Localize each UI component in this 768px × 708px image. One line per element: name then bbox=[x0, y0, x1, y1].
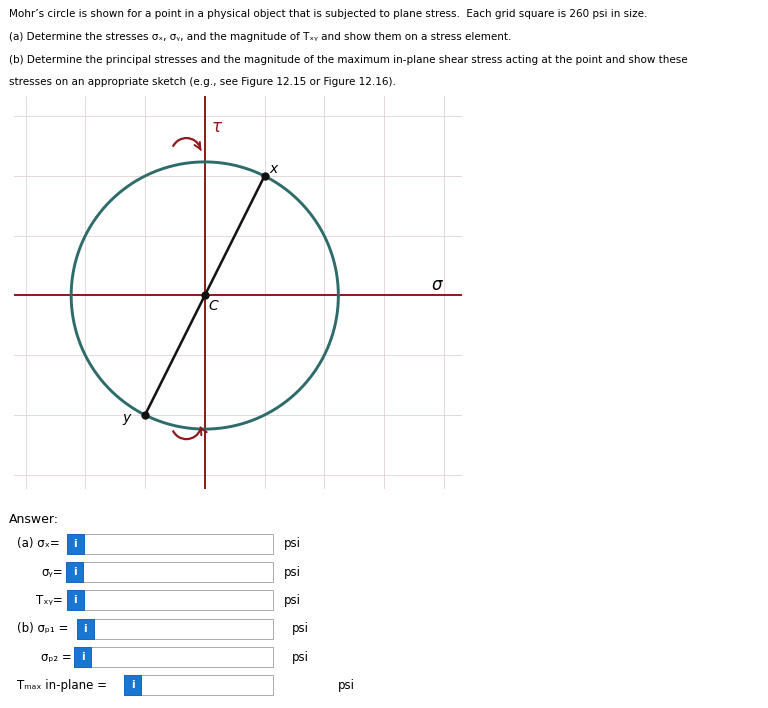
Text: psi: psi bbox=[338, 679, 355, 692]
Text: σ: σ bbox=[432, 276, 442, 295]
Text: y: y bbox=[122, 411, 131, 425]
Text: x: x bbox=[269, 161, 277, 176]
Text: (a) Determine the stresses σₓ, σᵧ, and the magnitude of Tₓᵧ and show them on a s: (a) Determine the stresses σₓ, σᵧ, and t… bbox=[9, 32, 511, 42]
Text: (b) σₚ₁ =: (b) σₚ₁ = bbox=[17, 622, 68, 635]
Text: psi: psi bbox=[284, 566, 301, 578]
Text: i: i bbox=[73, 567, 76, 577]
Text: (b) Determine the principal stresses and the magnitude of the maximum in-plane s: (b) Determine the principal stresses and… bbox=[9, 55, 688, 64]
Text: psi: psi bbox=[292, 622, 309, 635]
Text: C: C bbox=[209, 299, 219, 314]
Text: Tₓᵧ=: Tₓᵧ= bbox=[36, 594, 63, 607]
Text: (a) σₓ=: (a) σₓ= bbox=[17, 537, 60, 550]
Text: i: i bbox=[131, 680, 134, 690]
Text: Mohr’s circle is shown for a point in a physical object that is subjected to pla: Mohr’s circle is shown for a point in a … bbox=[9, 9, 647, 19]
Text: σᵧ=: σᵧ= bbox=[41, 566, 63, 578]
Text: τ: τ bbox=[211, 118, 221, 135]
Text: psi: psi bbox=[284, 537, 301, 550]
Text: Tₘₐₓ in-plane =: Tₘₐₓ in-plane = bbox=[17, 679, 107, 692]
Text: stresses on an appropriate sketch (e.g., see Figure 12.15 or Figure 12.16).: stresses on an appropriate sketch (e.g.,… bbox=[9, 77, 396, 87]
Text: Answer:: Answer: bbox=[9, 513, 59, 526]
Text: i: i bbox=[74, 539, 77, 549]
Text: psi: psi bbox=[284, 594, 301, 607]
Text: σₚ₂ =: σₚ₂ = bbox=[41, 651, 72, 663]
Text: i: i bbox=[84, 624, 87, 634]
Text: i: i bbox=[74, 595, 77, 605]
Text: psi: psi bbox=[292, 651, 309, 663]
Text: i: i bbox=[81, 652, 84, 662]
